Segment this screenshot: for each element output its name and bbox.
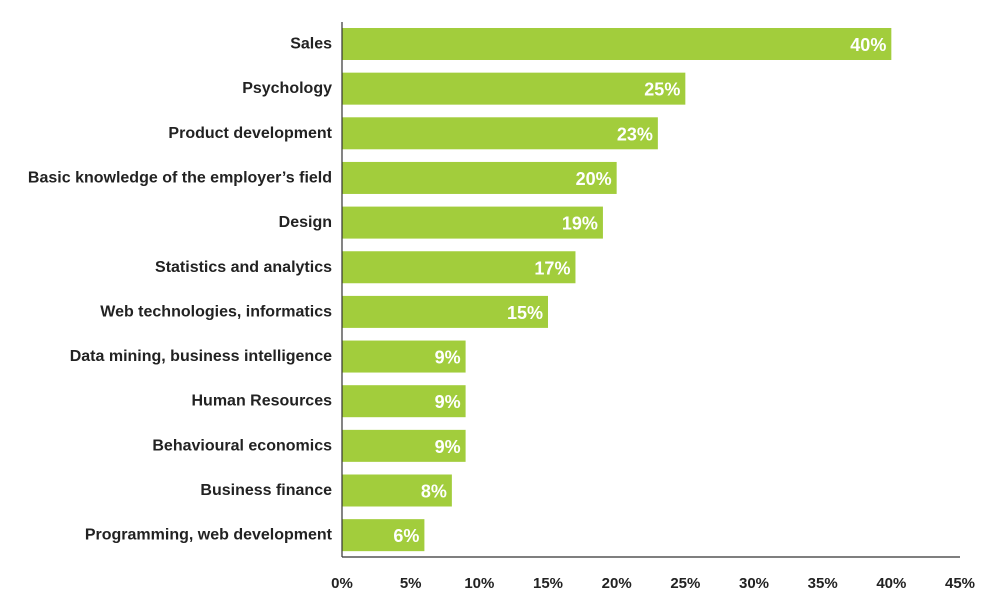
x-tick-label: 15% [533, 575, 563, 592]
category-label: Design [279, 214, 332, 231]
category-label: Data mining, business intelligence [70, 348, 332, 365]
category-label: Product development [168, 125, 332, 142]
bar [342, 385, 466, 418]
data-label: 20% [576, 169, 612, 189]
category-label: Statistics and analytics [155, 259, 332, 276]
bar [342, 251, 576, 284]
bar [342, 519, 425, 552]
value-labels: 40% 25% 23% 20% 19% 17% 15% 9% 9% 9% 8% 6% [393, 35, 886, 546]
bar [342, 117, 658, 150]
x-tick-label: 40% [876, 575, 906, 592]
x-tick-label: 10% [464, 575, 494, 592]
data-label: 19% [562, 214, 598, 234]
bar [342, 28, 892, 60]
category-labels: Sales Psychology Product development Basic … [28, 36, 333, 544]
x-axis-ticks: 0% 5% 10% 15% 20% 25% 30% 35% 40% 45% [331, 575, 975, 592]
category-label: Programming, web development [85, 527, 333, 544]
x-tick-label: 35% [808, 575, 838, 592]
data-label: 25% [644, 80, 680, 100]
category-label: Sales [290, 36, 332, 53]
data-label: 9% [435, 348, 461, 368]
bars-layer [342, 28, 892, 552]
data-label: 6% [393, 526, 419, 546]
bar [342, 474, 452, 507]
bar [342, 72, 686, 105]
data-label: 40% [850, 35, 886, 55]
category-label: Basic knowledge of the employer’s field [28, 169, 332, 186]
x-tick-label: 20% [602, 575, 632, 592]
bar [342, 429, 466, 462]
category-label: Business finance [200, 482, 332, 499]
data-label: 8% [421, 482, 447, 502]
category-label: Human Resources [192, 393, 333, 410]
x-tick-label: 0% [331, 575, 353, 592]
bar [342, 161, 617, 194]
data-label: 9% [435, 437, 461, 457]
bar [342, 206, 603, 239]
x-tick-label: 5% [400, 575, 422, 592]
data-label: 15% [507, 303, 543, 323]
category-label: Behavioural economics [152, 437, 332, 454]
x-tick-label: 30% [739, 575, 769, 592]
x-tick-label: 25% [670, 575, 700, 592]
bar [342, 295, 548, 328]
bar [342, 340, 466, 373]
category-label: Psychology [242, 80, 332, 97]
data-label: 17% [534, 258, 570, 278]
x-tick-label: 45% [945, 575, 975, 592]
category-label: Web technologies, informatics [100, 303, 332, 320]
data-label: 9% [435, 392, 461, 412]
data-label: 23% [617, 124, 653, 144]
